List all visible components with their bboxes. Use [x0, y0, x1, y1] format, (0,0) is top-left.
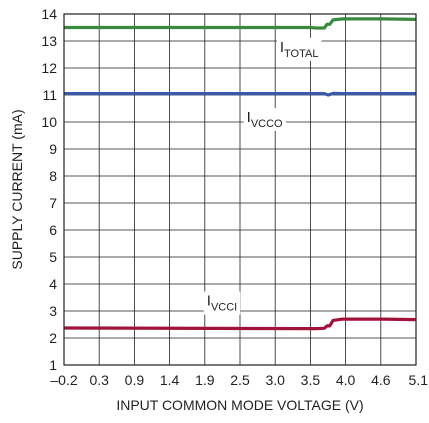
- series-label-total: ITOTAL: [280, 39, 319, 60]
- x-tick-label: 3.0: [265, 372, 285, 388]
- y-axis-title: SUPPLY CURRENT (mA): [9, 109, 25, 269]
- y-tick-label: 3: [49, 303, 57, 319]
- y-tick-label: 6: [49, 222, 57, 238]
- series-label-background: [203, 291, 241, 315]
- plot-frame: [63, 13, 417, 366]
- series-label-subscript: VCCI: [211, 302, 237, 314]
- x-tick-label: 0.9: [125, 372, 145, 388]
- x-tick-label: 1.9: [195, 372, 215, 388]
- x-tick-label: 2.5: [230, 372, 250, 388]
- series-line-total: [64, 17, 417, 30]
- series-label-vcco: IVCCO: [247, 109, 283, 130]
- grid: [64, 14, 416, 365]
- y-tick-label: 13: [41, 33, 57, 49]
- x-tick-label: –0.2: [50, 372, 77, 388]
- series-label-main: I: [247, 109, 251, 126]
- y-tick-label: 7: [49, 195, 57, 211]
- y-tick-label: 10: [41, 114, 57, 130]
- series-label-background: [276, 37, 322, 61]
- series-line-vcci: [63, 317, 417, 331]
- x-tick-label: 5.1: [409, 372, 429, 388]
- x-tick-label: 4.0: [336, 372, 356, 388]
- y-tick-label: 9: [49, 141, 57, 157]
- series-line-vcco: [64, 91, 416, 97]
- x-axis-title: INPUT COMMON MODE VOLTAGE (V): [116, 397, 363, 413]
- series-label-main: I: [280, 39, 284, 56]
- series-label-subscript: TOTAL: [284, 48, 318, 60]
- y-tick-label: 11: [42, 87, 57, 103]
- series-label-subscript: VCCO: [251, 118, 283, 130]
- y-tick-label: 8: [49, 168, 57, 184]
- x-tick-label: 3.5: [301, 372, 321, 388]
- x-tick-label: 4.6: [371, 372, 391, 388]
- series-label-vcci: IVCCI: [207, 293, 237, 314]
- y-tick-label: 14: [41, 6, 57, 22]
- x-tick-label: 1.4: [160, 372, 180, 388]
- x-tick-label: 0.3: [89, 372, 109, 388]
- series-label-main: I: [207, 293, 211, 310]
- y-tick-label: 2: [49, 330, 57, 346]
- x-tick-labels: –0.2 0.3 0.9 1.4 1.9 2.5 3.0 3.5 4.0 4.6 5.1: [50, 372, 428, 388]
- series-label-background: [243, 108, 287, 131]
- y-tick-label: 4: [49, 276, 57, 292]
- y-tick-label: 12: [41, 60, 57, 76]
- series-lines: [63, 17, 417, 331]
- y-tick-label: 1: [49, 357, 57, 373]
- y-tick-label: 5: [49, 249, 57, 265]
